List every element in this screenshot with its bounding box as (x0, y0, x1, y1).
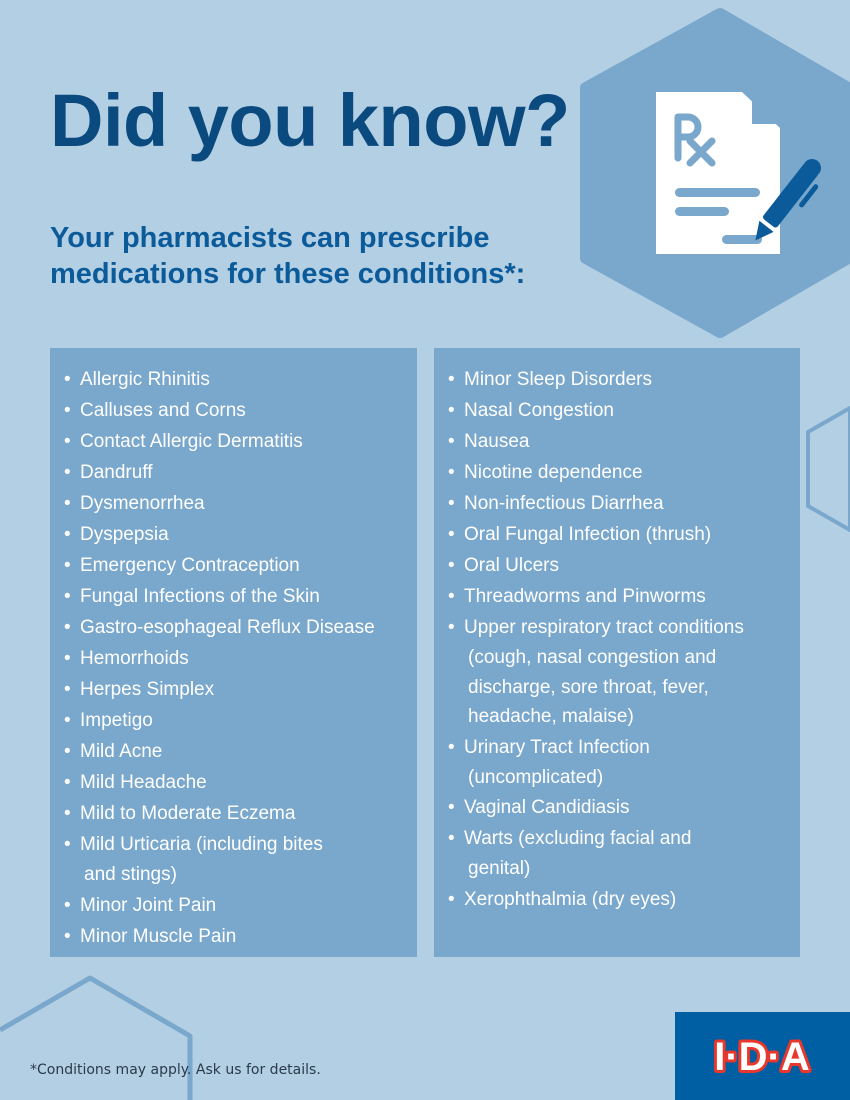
condition-item: Gastro-esophageal Reflux Disease (64, 612, 417, 643)
condition-item: Oral Ulcers (448, 550, 800, 581)
page-title: Did you know? (50, 79, 570, 162)
condition-label: Oral Fungal Infection (thrush) (464, 524, 712, 545)
condition-item: Oral Fungal Infection (thrush) (448, 519, 800, 550)
condition-label: Contact Allergic Dermatitis (80, 431, 303, 452)
condition-label: Dyspepsia (80, 524, 169, 545)
condition-item: Upper respiratory tract conditions (cough… (448, 612, 800, 732)
condition-label: Threadworms and Pinworms (464, 586, 706, 607)
condition-item: Mild Acne (64, 736, 417, 767)
hexagon-outline-right (806, 406, 850, 532)
condition-label: Mild to Moderate Eczema (80, 803, 296, 824)
condition-label: Non-infectious Diarrhea (464, 493, 664, 514)
condition-item: Nausea (448, 426, 800, 457)
condition-detail: (cough, nasal congestion and discharge, … (468, 647, 717, 727)
condition-item: Fungal Infections of the Skin (64, 581, 417, 612)
condition-label: Mild Headache (80, 772, 207, 793)
condition-label: Dysmenorrhea (80, 493, 205, 514)
condition-item: Mild Headache (64, 767, 417, 798)
condition-item: Xerophthalmia (dry eyes) (448, 884, 800, 915)
condition-label: Impetigo (80, 710, 153, 731)
condition-detail: genital) (468, 858, 531, 879)
condition-label: Warts (excluding facial and (464, 828, 692, 849)
condition-item: Minor Sleep Disorders (448, 364, 800, 395)
condition-item: Warts (excluding facial and genital) (448, 823, 800, 884)
condition-item: Contact Allergic Dermatitis (64, 426, 417, 457)
condition-item: Dyspepsia (64, 519, 417, 550)
rx-symbol-icon (674, 113, 716, 167)
condition-item: Hemorrhoids (64, 643, 417, 674)
condition-label: Mild Acne (80, 741, 163, 762)
condition-item: Dandruff (64, 457, 417, 488)
condition-item: Minor Muscle Pain (64, 921, 417, 952)
condition-item: Emergency Contraception (64, 550, 417, 581)
condition-item: Allergic Rhinitis (64, 364, 417, 395)
condition-label: Minor Sleep Disorders (464, 369, 652, 390)
condition-item: Mild to Moderate Eczema (64, 798, 417, 829)
condition-label: Nausea (464, 431, 530, 452)
condition-label: Vaginal Candidiasis (464, 797, 630, 818)
condition-detail: and stings) (84, 864, 177, 885)
ida-logo: I·D·A (675, 1012, 850, 1100)
condition-item: Herpes Simplex (64, 674, 417, 705)
condition-label: Oral Ulcers (464, 555, 560, 576)
pen-icon (755, 159, 821, 241)
condition-label: Mild Urticaria (including bites (80, 834, 323, 855)
condition-label: Nasal Congestion (464, 400, 614, 421)
condition-label: Emergency Contraception (80, 555, 300, 576)
condition-item: Dysmenorrhea (64, 488, 417, 519)
condition-label: Minor Muscle Pain (80, 925, 237, 947)
condition-item: Urinary Tract Infection (uncomplicated) (448, 732, 800, 793)
footnote: *Conditions may apply. Ask us for detail… (30, 1062, 321, 1078)
hexagon-outline-bottom-left (0, 975, 193, 1100)
condition-item: Nicotine dependence (448, 457, 800, 488)
condition-label: Fungal Infections of the Skin (80, 586, 320, 607)
condition-item: Threadworms and Pinworms (448, 581, 800, 612)
condition-label: Gastro-esophageal Reflux Disease (80, 617, 375, 638)
condition-item: Non-infectious Diarrhea (448, 488, 800, 519)
condition-detail: (uncomplicated) (468, 766, 604, 788)
condition-label: Xerophthalmia (dry eyes) (464, 888, 677, 910)
condition-item: Impetigo (64, 705, 417, 736)
condition-label: Herpes Simplex (80, 679, 215, 700)
condition-label: Upper respiratory tract conditions (464, 617, 744, 638)
condition-label: Nicotine dependence (464, 462, 643, 483)
condition-label: Dandruff (80, 462, 153, 483)
conditions-panel-left: Allergic Rhinitis Calluses and Corns Conta… (50, 348, 417, 957)
condition-item: Mild Urticaria (including bites and sting… (64, 829, 417, 890)
condition-item: Vaginal Candidiasis (448, 792, 800, 823)
condition-label: Minor Joint Pain (80, 894, 217, 916)
condition-label: Urinary Tract Infection (464, 736, 650, 758)
condition-item: Calluses and Corns (64, 395, 417, 426)
condition-label: Allergic Rhinitis (80, 369, 210, 390)
conditions-panel-right: Minor Sleep Disorders Nasal Congestion Nau… (434, 348, 800, 957)
condition-item: Minor Joint Pain (64, 890, 417, 921)
prescription-document-icon (656, 92, 780, 254)
svg-text:I·D·A: I·D·A (714, 1035, 810, 1079)
condition-label: Hemorrhoids (80, 648, 189, 669)
condition-item: Nasal Congestion (448, 395, 800, 426)
page-subtitle: Your pharmacists can prescribe medicatio… (50, 222, 526, 290)
condition-label: Calluses and Corns (80, 400, 246, 421)
